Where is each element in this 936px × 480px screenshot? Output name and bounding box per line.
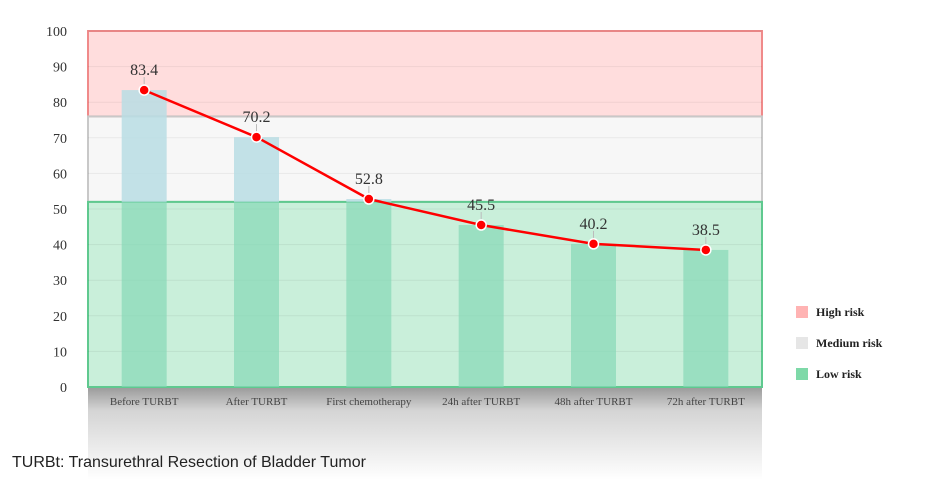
x-tick-label: 24h after TURBT: [442, 396, 520, 408]
legend-item-medium-risk: Medium risk: [796, 335, 882, 351]
legend-swatch-medium-risk: [796, 337, 808, 349]
bar: [346, 201, 392, 387]
y-tick-label: 70: [53, 132, 67, 147]
legend-swatch-low-risk: [796, 368, 808, 380]
data-point: [363, 193, 375, 205]
data-label: 45.5: [467, 197, 495, 214]
legend-label-medium-risk: Medium risk: [816, 335, 883, 350]
y-tick-label: 90: [53, 61, 67, 76]
bar: [121, 201, 167, 387]
y-tick-label: 20: [53, 310, 67, 325]
zone-low-risk: [87, 200, 763, 388]
zone-high-risk: [87, 30, 763, 118]
y-tick-label: 60: [53, 167, 67, 182]
data-point: [138, 84, 150, 96]
bar: [571, 243, 616, 387]
y-tick-label: 40: [53, 239, 67, 254]
bar-upper: [121, 90, 167, 202]
series-line: [143, 88, 706, 252]
data-point: [700, 244, 712, 256]
x-tick-label: 72h after TURBT: [667, 396, 745, 408]
x-tick-label: Before TURBT: [110, 396, 179, 408]
x-tick-label: After TURBT: [226, 396, 288, 408]
y-tick-label: 30: [53, 274, 67, 289]
bar: [683, 249, 729, 387]
data-point: [475, 219, 487, 231]
data-label: 70.2: [243, 109, 271, 126]
bar-upper: [234, 137, 279, 202]
legend-item-low-risk: Low risk: [796, 366, 882, 382]
chart-floor: [88, 387, 762, 480]
zone-medium-risk: [87, 115, 763, 203]
data-label: 38.5: [692, 222, 720, 239]
data-point: [587, 238, 600, 250]
data-label: 40.2: [580, 216, 608, 233]
legend-label-high-risk: High risk: [816, 304, 865, 319]
data-label: 52.8: [355, 171, 383, 188]
bar: [458, 225, 504, 387]
legend-label-low-risk: Low risk: [816, 366, 862, 381]
footnote: TURBt: Transurethral Resection of Bladde…: [12, 454, 366, 471]
data-point: [250, 131, 263, 143]
y-tick-label: 100: [46, 25, 67, 40]
bar: [234, 201, 279, 387]
x-tick-label: First chemotherapy: [326, 396, 412, 408]
y-tick-label: 50: [53, 203, 67, 218]
legend: High risk Medium risk Low risk: [796, 304, 882, 397]
y-tick-label: 80: [53, 96, 67, 111]
y-tick-label: 0: [60, 381, 67, 396]
legend-item-high-risk: High risk: [796, 304, 882, 320]
x-tick-label: 48h after TURBT: [554, 396, 632, 408]
y-tick-label: 10: [53, 345, 67, 360]
legend-swatch-high-risk: [796, 306, 808, 318]
data-label: 83.4: [130, 62, 158, 79]
